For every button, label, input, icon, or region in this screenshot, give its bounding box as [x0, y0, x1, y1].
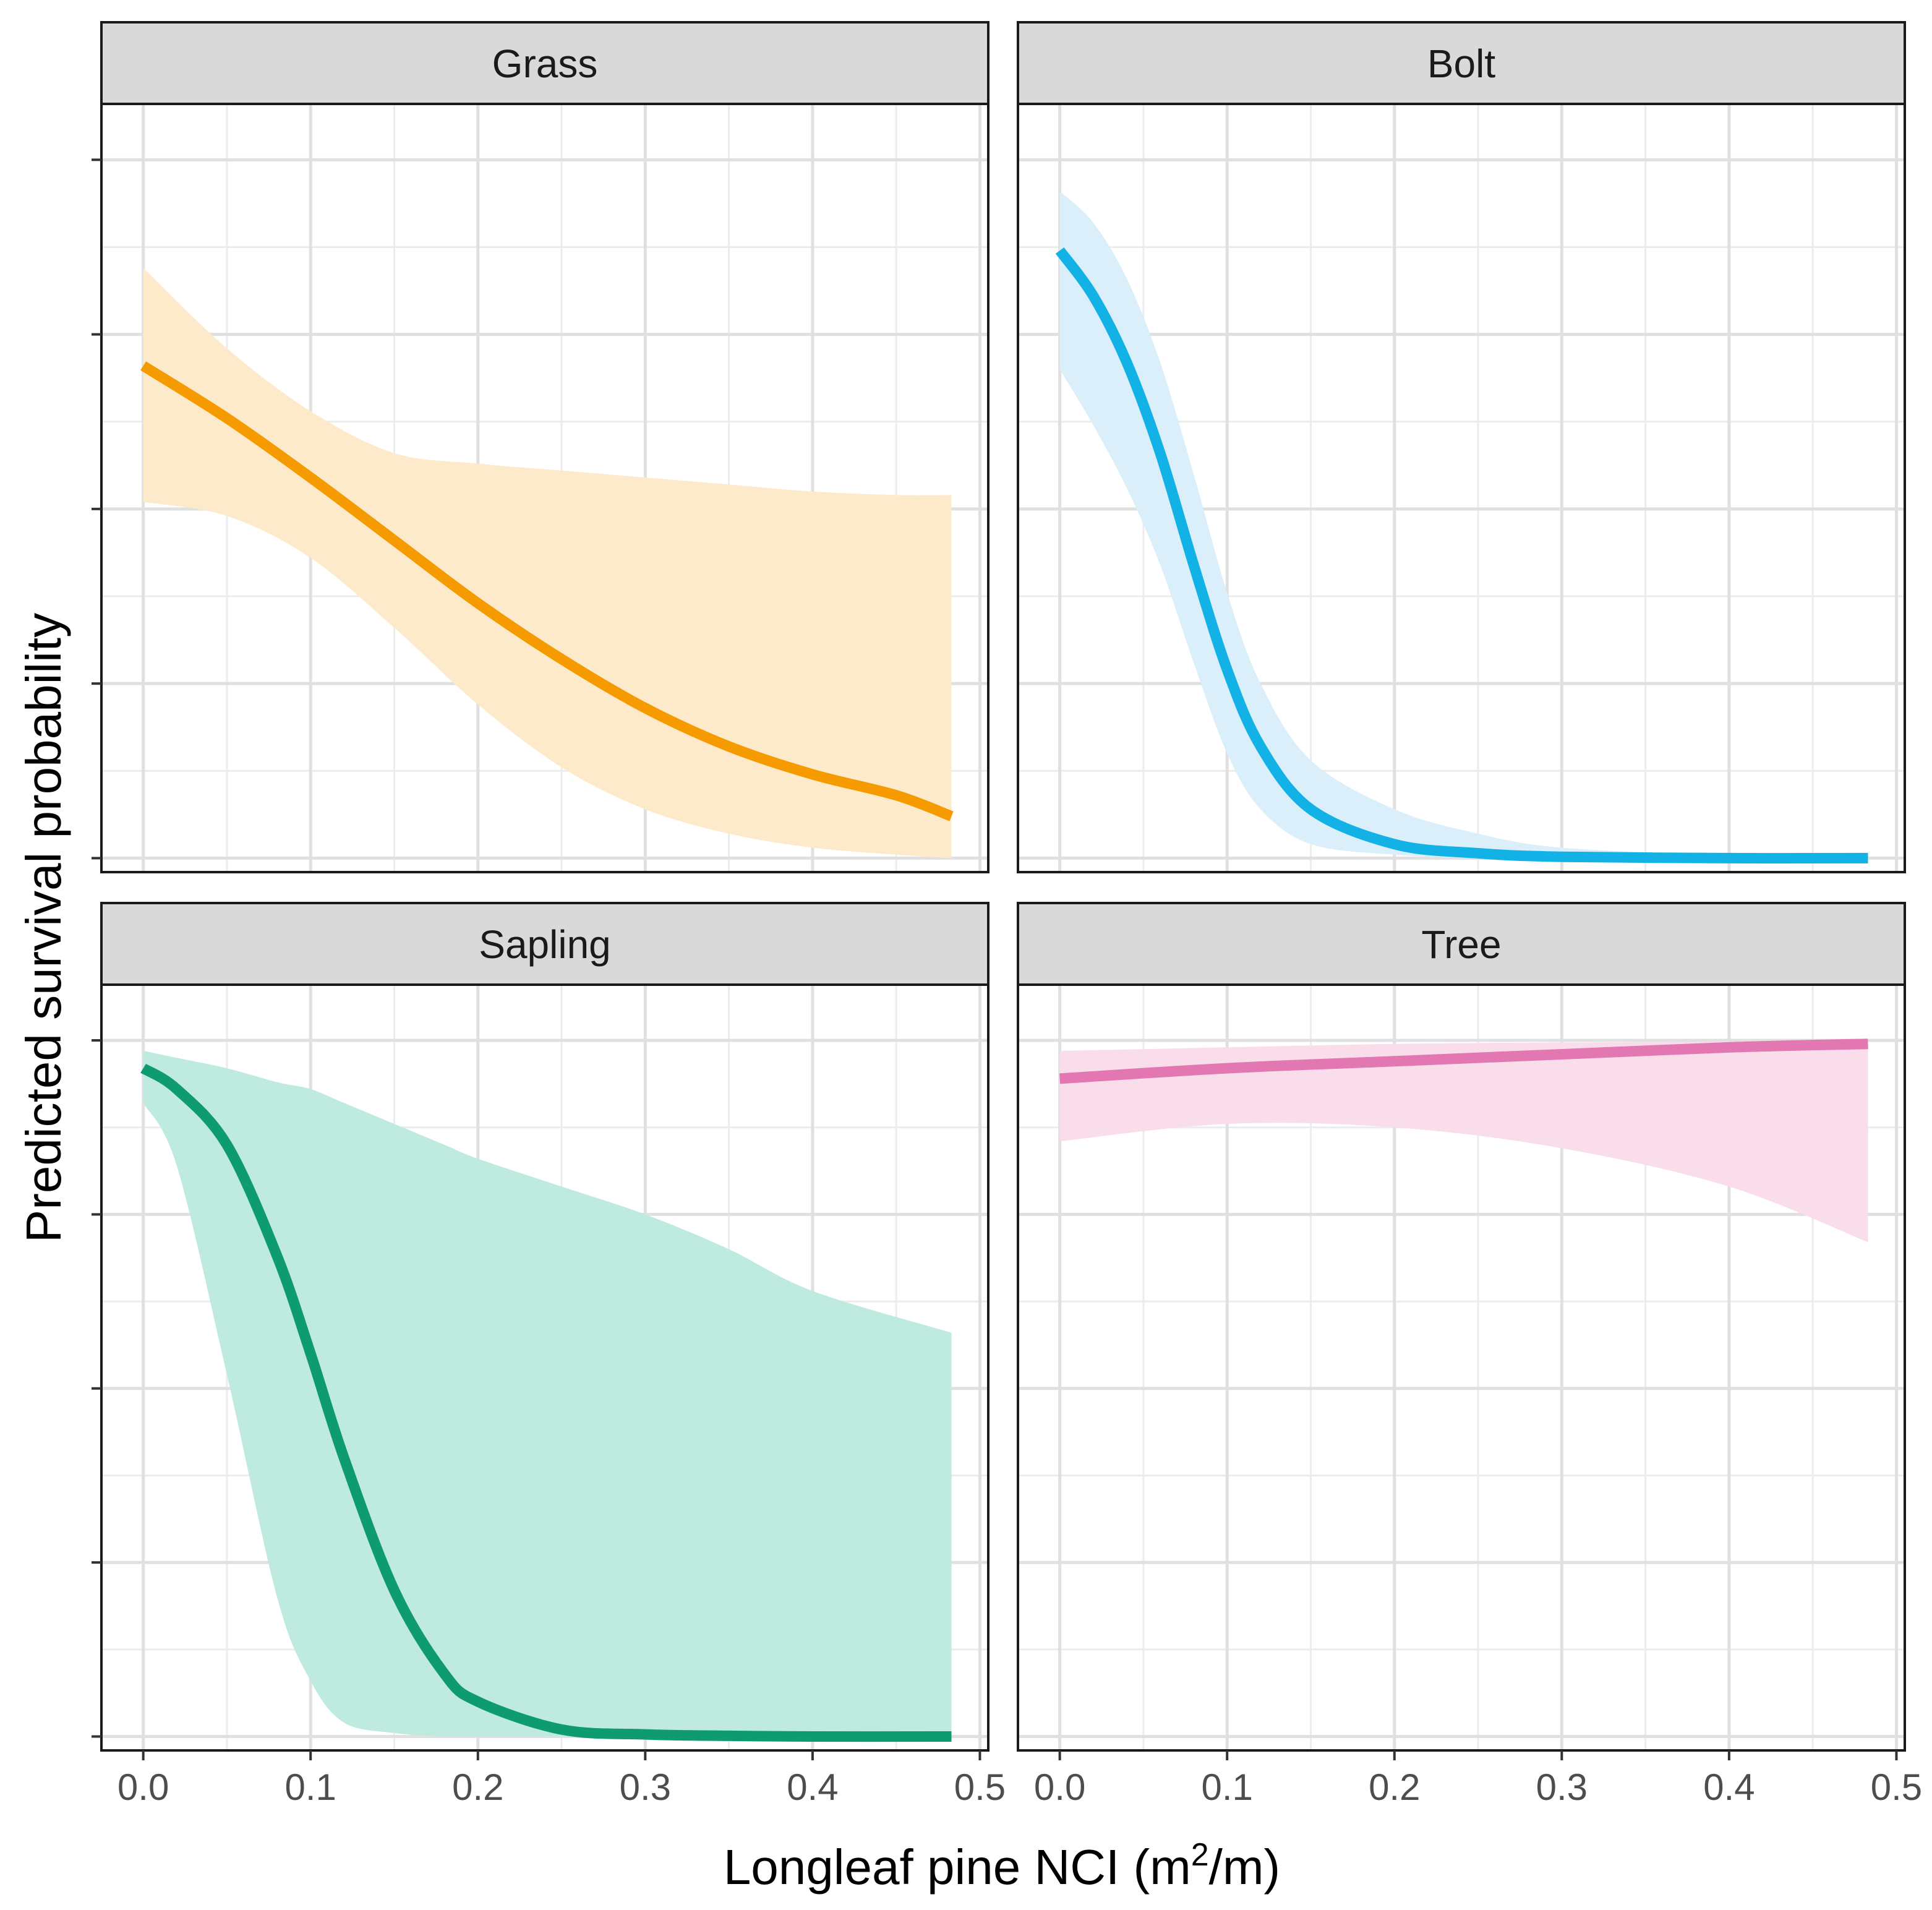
x-tick-label: 0.3 — [1536, 1767, 1588, 1808]
grass-fitted-line — [140, 361, 954, 821]
x-tick-label: 0.1 — [284, 1767, 336, 1808]
sapling-strip-label: Sapling — [479, 922, 611, 967]
x-tick-label: 0.5 — [1871, 1767, 1922, 1808]
x-tick-label: 0.2 — [1369, 1767, 1420, 1808]
panel-grass: Grass — [100, 21, 990, 873]
panel-bolt: Bolt — [1017, 21, 1906, 873]
x-tick-label: 0.4 — [1703, 1767, 1755, 1808]
x-axis-title-superscript: 2 — [1191, 1837, 1209, 1873]
panel-sapling: Sapling — [100, 902, 990, 1752]
tree-strip-label: Tree — [1421, 922, 1501, 967]
y-axis-top — [92, 158, 101, 860]
x-tick-label: 0.0 — [1034, 1767, 1085, 1808]
tree-fitted-line — [1059, 1039, 1868, 1084]
x-axis-title: Longleaf pine NCI (m2/m) — [724, 1837, 1280, 1895]
sapling-fitted-line — [140, 1063, 952, 1742]
x-tick-label: 0.1 — [1201, 1767, 1252, 1808]
sapling-confidence-band — [143, 1050, 952, 1737]
grass-confidence-band — [143, 268, 952, 859]
bolt-strip — [1017, 21, 1906, 105]
y-axis-title: Predicted survival probability — [16, 613, 71, 1243]
x-tick-label: 0.2 — [452, 1767, 503, 1808]
tree-confidence-band — [1059, 1042, 1868, 1243]
bolt-fitted-line — [1055, 247, 1868, 864]
x-axis-title-main: Longleaf pine NCI (m — [724, 1839, 1191, 1895]
tree-strip — [1017, 902, 1906, 986]
bolt-confidence-band — [1059, 191, 1868, 859]
grass-strip-label: Grass — [492, 41, 598, 86]
x-tick-label: 0.0 — [118, 1767, 169, 1808]
panel-tree: Tree — [1017, 902, 1906, 1752]
x-tick-label: 0.5 — [954, 1767, 1006, 1808]
sapling-strip — [100, 902, 990, 986]
x-tick-label: 0.3 — [620, 1767, 671, 1808]
x-axis-title-unit: /m) — [1209, 1839, 1281, 1895]
bolt-strip-label: Bolt — [1427, 41, 1496, 86]
y-axis-bottom — [92, 1039, 101, 1738]
x-axis-left: 0.0 0.1 0.2 0.3 0.4 0.5 — [118, 1750, 1006, 1808]
x-tick-label: 0.4 — [787, 1767, 838, 1808]
x-axis-right: 0.0 0.1 0.2 0.3 0.4 0.5 — [1034, 1750, 1922, 1808]
grass-strip — [100, 21, 990, 105]
